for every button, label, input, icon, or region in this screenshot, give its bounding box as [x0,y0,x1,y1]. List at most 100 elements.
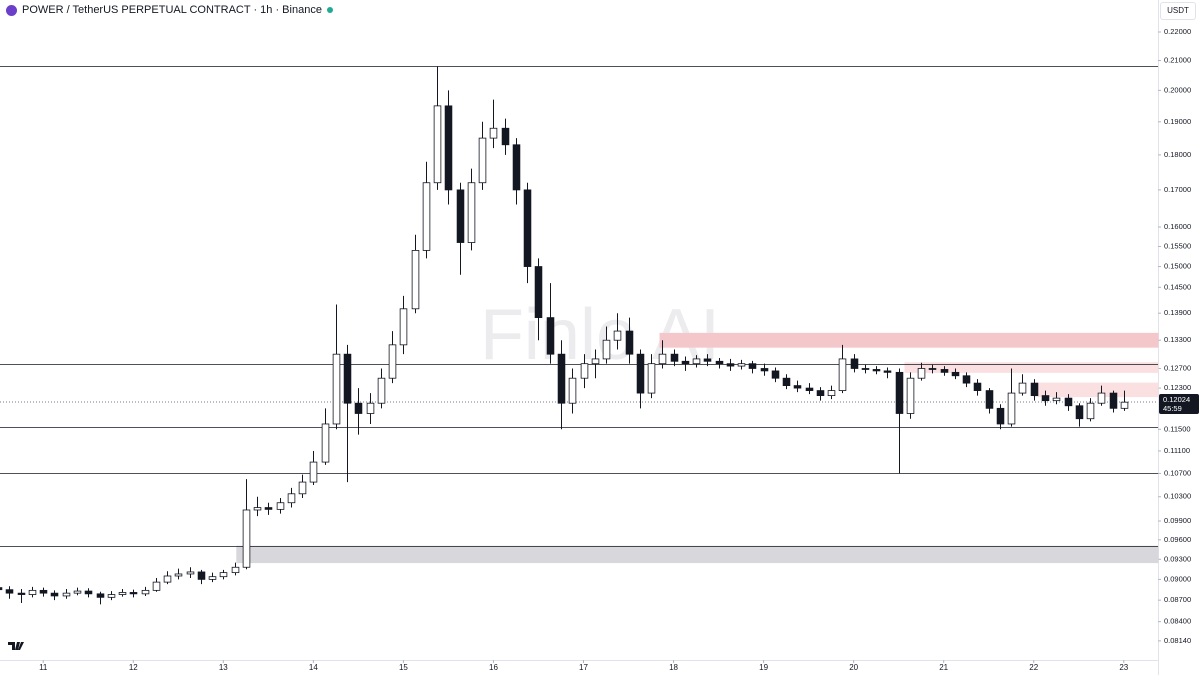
candle-body [501,127,510,146]
candle-body [591,358,600,365]
candle-body [546,317,555,355]
candle-body [343,353,352,404]
candle-body [84,590,93,595]
candle-body [658,353,667,365]
y-tick-label: 0.17000 [1164,185,1191,194]
candle-body [129,592,138,595]
countdown-label: 45:59 [1163,404,1182,413]
candle-body [39,589,48,594]
candle-body [96,593,105,598]
candle-body [141,589,150,595]
candle-body [411,250,420,310]
y-tick-label: 0.22000 [1164,27,1191,36]
x-tick-label: 21 [939,663,948,672]
candle-body [557,353,566,404]
candle-body [523,189,532,267]
y-tick-label: 0.08700 [1164,595,1191,604]
candle-body [861,368,870,370]
x-tick-label: 23 [1119,663,1128,672]
candle-body [793,385,802,389]
candle-body [107,594,116,598]
candle-body [231,566,240,574]
y-tick-label: 0.12300 [1164,383,1191,392]
y-tick-label: 0.16000 [1164,222,1191,231]
price-label-bg [1159,393,1199,414]
candle-body [298,481,307,495]
candle-body [670,353,679,362]
y-tick-label: 0.10700 [1164,468,1191,477]
candle-body [332,353,341,425]
zone [904,362,1159,373]
x-tick-label: 13 [219,663,228,672]
x-tick-label: 11 [39,663,48,672]
candle-body [850,358,859,369]
candle-body [973,382,982,391]
candle-body [152,581,161,591]
candle-body [737,363,746,367]
x-tick-label: 12 [129,663,138,672]
candle-body [321,423,330,463]
candle-body [940,369,949,373]
candle-body [613,330,622,341]
candle-body [838,358,847,391]
x-tick-label: 20 [849,663,858,672]
y-tick-label: 0.13300 [1164,335,1191,344]
candle-body [681,360,690,365]
candle-body [872,369,881,372]
candle-body [163,575,172,583]
currency-button[interactable]: USDT [1160,2,1196,20]
candle-body [1030,382,1039,396]
candle-body [782,377,791,386]
symbol-icon [6,4,17,16]
candle-body [827,390,836,396]
candle-body [625,330,634,355]
candle-body [399,308,408,346]
candle-body [388,344,397,379]
candle-body [805,387,814,391]
x-tick-label: 17 [579,663,588,672]
candle-body [118,592,127,595]
candle-body [253,507,262,511]
y-tick-label: 0.20000 [1164,85,1191,94]
candle-body [602,339,611,360]
candle-body [917,368,926,379]
candle-body [906,377,915,414]
candle-body [580,363,589,379]
x-tick-label: 18 [669,663,678,672]
candle-body [928,368,937,370]
status-dot [326,7,333,13]
y-tick-label: 0.13900 [1164,308,1191,317]
candle-body [62,592,71,597]
candle-body [951,371,960,377]
candle-body [197,571,206,580]
tv-logo [8,642,24,650]
candle-body [1018,382,1027,394]
y-tick-label: 0.18000 [1164,150,1191,159]
candle-body [1052,397,1061,402]
candle-body [703,358,712,362]
y-tick-label: 0.08140 [1164,636,1191,645]
zone [659,332,1159,348]
candle-body [692,358,701,365]
candle-body [883,370,892,373]
candle-body [534,266,543,319]
candle-body [715,360,724,365]
candle-body [1007,392,1016,425]
candle-body [996,407,1005,425]
candle-body [28,589,37,595]
zone [1033,382,1159,398]
candle-body [478,137,487,184]
x-tick-label: 14 [309,663,318,672]
candle-body [50,592,59,597]
candle-body [771,370,780,379]
candle-body [174,573,183,577]
y-tick-label: 0.14500 [1164,282,1191,291]
y-tick-label: 0.15500 [1164,241,1191,250]
x-tick-label: 16 [489,663,498,672]
candle-body [354,402,363,414]
candle-body [422,182,431,251]
candle-body [647,363,656,394]
x-tick-label: 15 [399,663,408,672]
